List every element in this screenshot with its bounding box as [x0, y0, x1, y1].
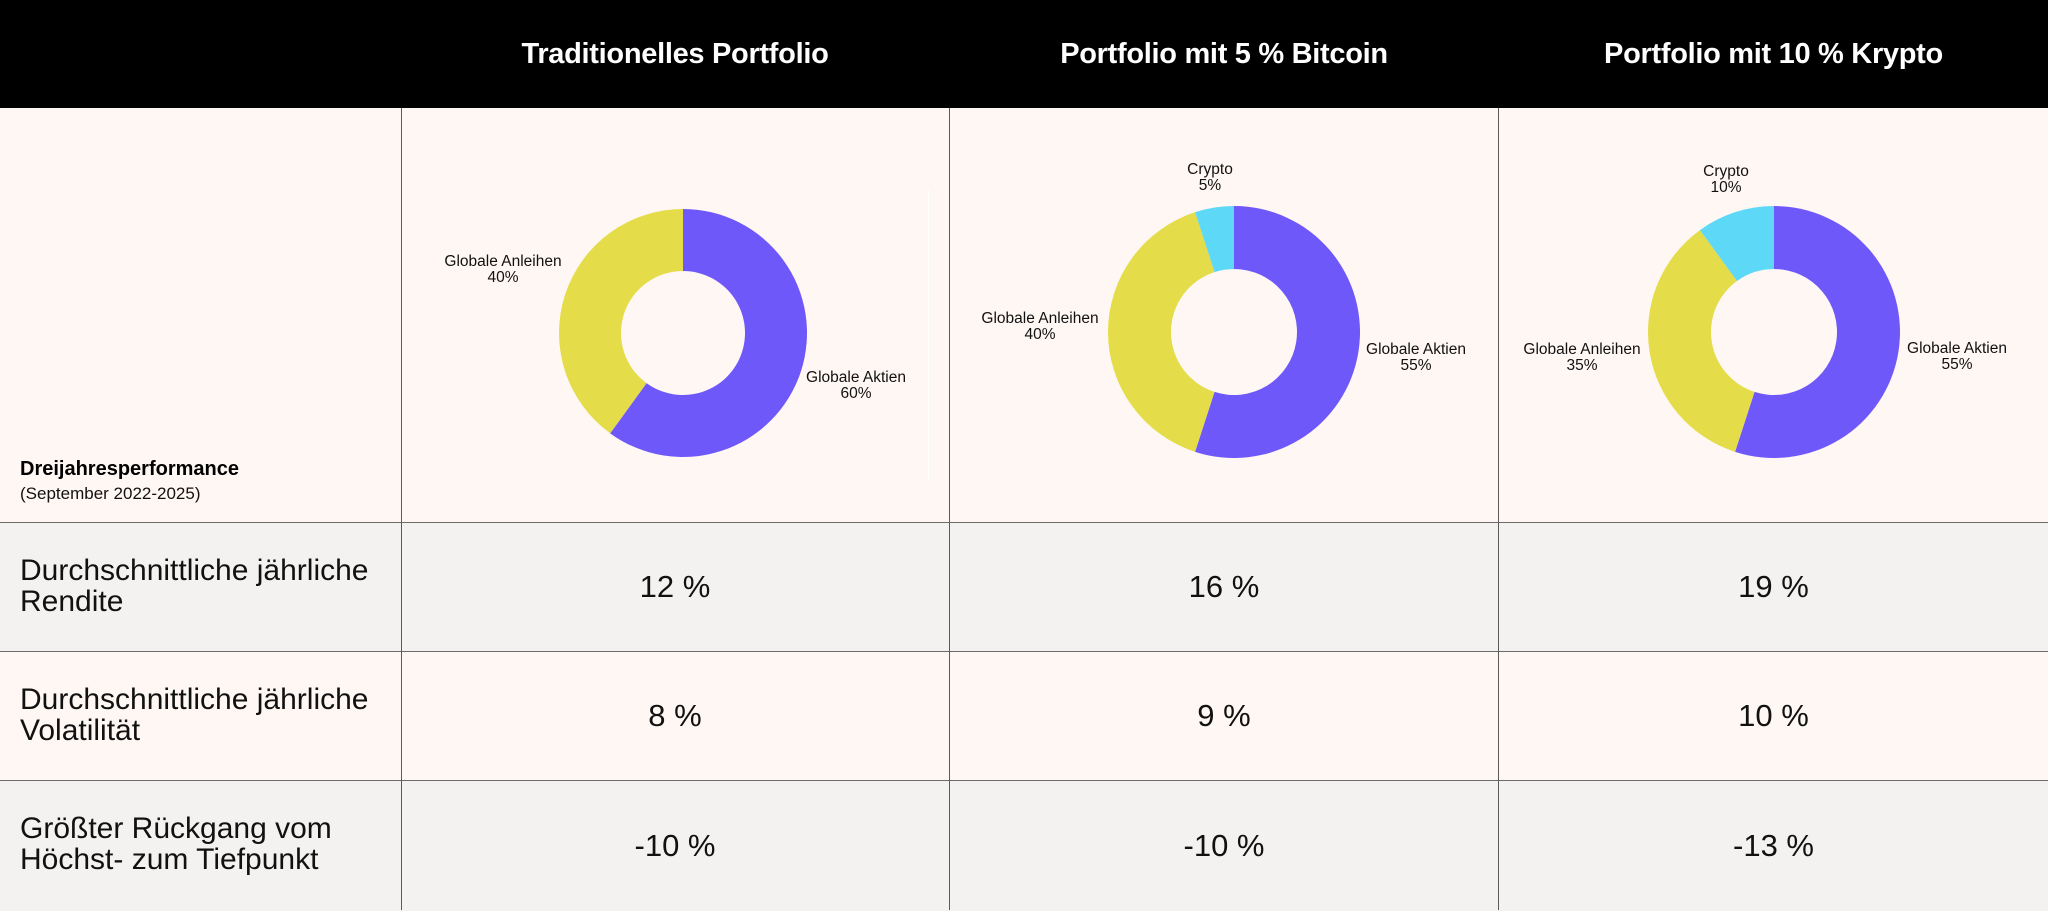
performance-subtitle: (September 2022-2025)	[20, 484, 201, 503]
table-row-rendite: Durchschnittliche jährliche Rendite 12 %…	[0, 522, 2048, 651]
value-cell: -10 %	[634, 828, 716, 863]
value-cell: -10 %	[1183, 828, 1265, 863]
column-title-traditional: Traditionelles Portfolio	[521, 37, 829, 70]
value-cell: 12 %	[639, 569, 711, 604]
pie-slice-globale-aktien	[1195, 206, 1361, 458]
row-label: Durchschnittliche jährliche Volatilität	[20, 683, 369, 747]
performance-title: Dreijahresperformance	[20, 458, 239, 480]
slice-label: Globale Aktien	[806, 369, 906, 386]
slice-value-label: 35%	[1566, 357, 1597, 374]
slice-value-label: 5%	[1199, 177, 1222, 194]
column-divider	[949, 108, 950, 910]
pie-slice-globale-anleihen	[558, 208, 683, 434]
slice-value-label: 55%	[1941, 356, 1972, 373]
header-bar: Traditionelles Portfolio Portfolio mit 5…	[0, 0, 2048, 108]
slice-label: Globale Anleihen	[1523, 341, 1640, 358]
column-divider	[401, 108, 402, 910]
value-cell: 16 %	[1188, 569, 1260, 604]
row-label: Größter Rückgang vom Höchst- zum Tiefpun…	[20, 812, 332, 876]
slice-label: Globale Aktien	[1907, 340, 2007, 357]
pie-slice-crypto	[1699, 206, 1774, 282]
slice-value-label: 10%	[1710, 179, 1741, 196]
value-cell: 9 %	[1197, 698, 1251, 733]
column-divider	[1498, 108, 1499, 910]
table-row-volatilitaet: Durchschnittliche jährliche Volatilität …	[0, 651, 2048, 780]
value-cell: 10 %	[1738, 698, 1809, 733]
slice-label: Crypto	[1187, 161, 1233, 178]
slice-label: Globale Anleihen	[444, 253, 561, 270]
value-cell: 8 %	[648, 698, 702, 733]
slice-label: Globale Aktien	[1366, 341, 1466, 358]
value-cell: 19 %	[1738, 569, 1809, 604]
pie-slice-globale-aktien	[610, 209, 807, 457]
pie-slice-globale-aktien	[1735, 206, 1901, 458]
slice-label: Globale Anleihen	[981, 310, 1098, 327]
slice-value-label: 55%	[1400, 357, 1431, 374]
slice-value-label: 40%	[487, 269, 518, 286]
value-cell: -13 %	[1733, 828, 1814, 863]
table-row-drawdown: Größter Rückgang vom Höchst- zum Tiefpun…	[0, 780, 2048, 911]
divider-line	[928, 190, 929, 480]
pie-slice-globale-anleihen	[1648, 230, 1755, 452]
column-title-krypto: Portfolio mit 10 % Krypto	[1604, 37, 1943, 70]
slice-value-label: 60%	[840, 385, 871, 402]
pie-slice-globale-anleihen	[1108, 212, 1215, 452]
pie-slice-crypto	[1195, 206, 1234, 273]
column-title-bitcoin: Portfolio mit 5 % Bitcoin	[1060, 37, 1388, 70]
row-label: Durchschnittliche jährliche Rendite	[20, 554, 369, 618]
slice-value-label: 40%	[1024, 326, 1055, 343]
slice-label: Crypto	[1703, 163, 1749, 180]
